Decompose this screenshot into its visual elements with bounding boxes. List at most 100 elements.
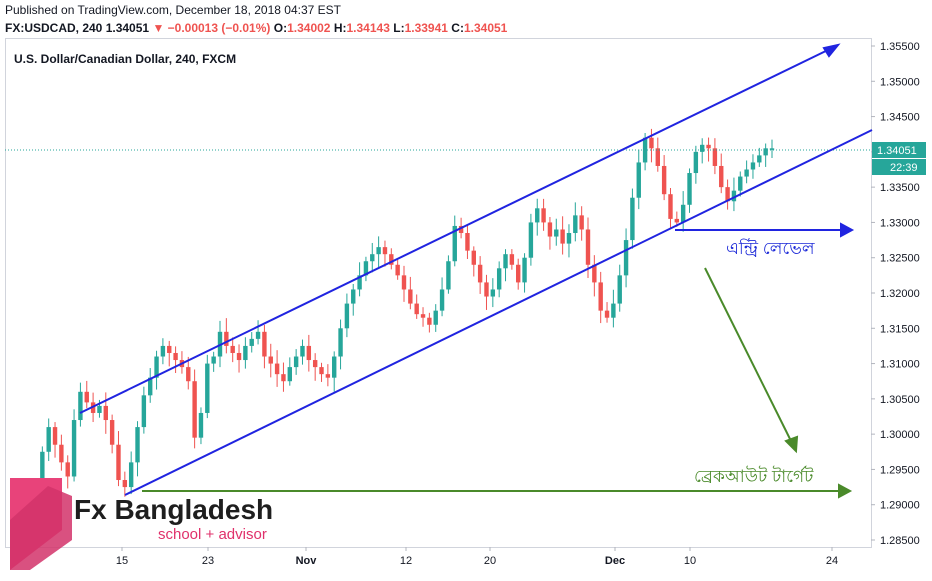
- candle-body: [484, 282, 489, 297]
- candle-body: [141, 395, 147, 428]
- change-value: ▼ −0.00013 (−0.01%): [152, 21, 271, 35]
- candle-body: [649, 137, 654, 149]
- candle-body: [97, 405, 102, 413]
- candle-body: [617, 275, 622, 304]
- candle-body: [636, 162, 641, 198]
- candle-body: [293, 356, 299, 368]
- candle-body: [357, 275, 362, 290]
- x-tick-label: Nov: [296, 555, 318, 567]
- candle-body: [160, 345, 166, 357]
- candle-body: [408, 289, 413, 304]
- candle-body: [579, 215, 584, 230]
- candle-body: [395, 264, 400, 276]
- last-price-value: 1.34051: [877, 145, 917, 157]
- instrument-title: U.S. Dollar/Canadian Dollar, 240, FXCM: [14, 52, 237, 66]
- candle-body: [78, 391, 83, 421]
- candle-body: [205, 363, 210, 413]
- candle-body: [433, 310, 438, 325]
- y-tick-label: 1.33500: [880, 182, 920, 194]
- channel-upper-line: [79, 47, 833, 414]
- candle-body: [674, 218, 680, 223]
- candle-body: [167, 345, 172, 353]
- candle-body: [496, 268, 502, 290]
- candle-body: [738, 176, 743, 191]
- y-tick-label: 1.34500: [880, 112, 920, 124]
- candle-body: [186, 367, 191, 382]
- candle-body: [338, 328, 343, 357]
- candle-body: [490, 289, 496, 297]
- candle-body: [725, 187, 730, 202]
- candle-body: [522, 257, 527, 283]
- candle-body: [122, 480, 128, 488]
- entry-level-annotation: এন্ট্রি লেভেল: [726, 239, 815, 258]
- candle-body: [370, 254, 375, 262]
- low-label: L:: [393, 21, 405, 35]
- candle-body: [262, 331, 267, 357]
- candle-body: [446, 261, 451, 290]
- candle-body: [128, 462, 134, 488]
- candle-body: [623, 240, 629, 276]
- candle-body: [573, 215, 578, 234]
- candle-body: [655, 148, 660, 166]
- last-value: 1.34051: [105, 21, 150, 35]
- countdown-box: [872, 159, 926, 175]
- last-price-box: [872, 142, 926, 158]
- open-label: O:: [273, 21, 288, 35]
- candle-body: [376, 247, 381, 255]
- candle-body: [173, 352, 178, 361]
- y-tick-label: 1.32500: [880, 253, 920, 265]
- candle-body: [744, 169, 749, 177]
- entry-arrowhead: [840, 222, 855, 238]
- candle-body: [592, 264, 597, 283]
- close-value: 1.34051: [463, 21, 508, 35]
- candle-body: [71, 420, 77, 477]
- candle-body: [268, 356, 273, 364]
- candle-body: [712, 148, 718, 166]
- candle-body: [382, 247, 388, 255]
- candle-body: [109, 420, 115, 445]
- candle-body: [255, 331, 261, 339]
- y-tick-label: 1.28500: [880, 535, 920, 547]
- candle-body: [389, 254, 394, 265]
- last-price-label: 1.34051 22:39: [872, 142, 926, 175]
- candle-body: [306, 345, 312, 361]
- low-value: 1.33941: [404, 21, 448, 35]
- candle-body: [630, 197, 635, 241]
- candle-body: [154, 356, 159, 378]
- symbol-ohlc-line: FX:USDCAD, 240 1.34051 ▼ −0.00013 (−0.01…: [5, 21, 507, 35]
- candle-body: [465, 233, 470, 251]
- candle-body: [65, 462, 70, 477]
- candle-body: [477, 264, 483, 283]
- candle-body: [763, 148, 768, 156]
- projection-arrow-line: [704, 267, 794, 446]
- y-tick-label: 1.33000: [880, 217, 920, 229]
- candle-body: [40, 451, 45, 491]
- candle-body: [344, 303, 350, 329]
- x-tick-label: 12: [400, 555, 412, 567]
- candle-body: [471, 250, 476, 265]
- candle-body: [243, 345, 248, 361]
- candle-body: [687, 173, 692, 205]
- y-tick-label: 1.32000: [880, 288, 920, 300]
- candle-body: [585, 229, 591, 265]
- target-lines: [142, 267, 853, 499]
- candle-body: [103, 405, 108, 421]
- candle-body: [427, 317, 432, 325]
- y-tick-label: 1.31000: [880, 359, 920, 371]
- y-axis: 1.355001.350001.345001.340001.335001.330…: [871, 41, 920, 547]
- candle-body: [547, 222, 553, 237]
- candle-body: [300, 345, 305, 357]
- candle-body: [769, 148, 775, 150]
- channel-upper-arrowhead: [822, 43, 841, 58]
- y-tick-label: 1.29500: [880, 464, 920, 476]
- candle-body: [230, 345, 235, 353]
- logo-mark: [10, 478, 72, 570]
- candle-body: [541, 208, 546, 223]
- candle-body: [598, 282, 603, 311]
- candle-body: [439, 289, 445, 311]
- high-label: H:: [333, 21, 347, 35]
- candle-body: [661, 165, 667, 195]
- candle-body: [198, 412, 204, 438]
- candle-body: [46, 427, 51, 452]
